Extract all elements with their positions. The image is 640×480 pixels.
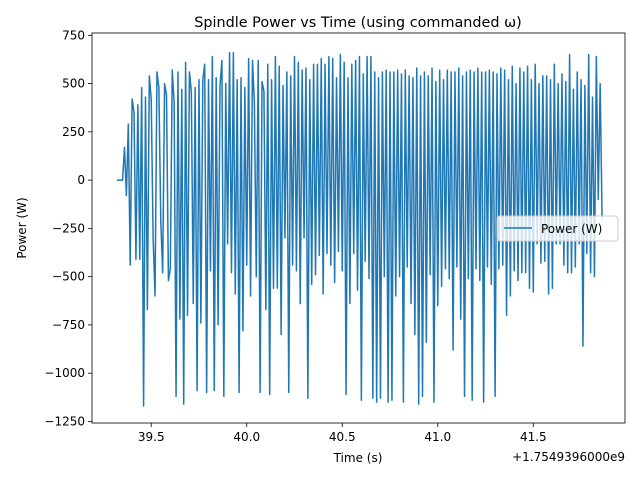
- y-tick-label: −1250: [44, 414, 85, 428]
- x-tick-label: 39.5: [138, 430, 165, 444]
- legend-label: Power (W): [541, 222, 602, 236]
- x-tick-label: 41.5: [520, 430, 547, 444]
- x-axis-label: Time (s): [333, 451, 383, 465]
- chart-title: Spindle Power vs Time (using commanded ω…: [194, 15, 522, 31]
- y-axis-label: Power (W): [15, 197, 29, 258]
- y-tick-label: 250: [62, 125, 85, 139]
- y-tick-label: 500: [62, 77, 85, 91]
- y-tick-label: 750: [62, 28, 85, 42]
- legend-box: [496, 215, 619, 242]
- legend: Power (W): [496, 215, 619, 242]
- y-tick-label: −500: [52, 270, 85, 284]
- x-tick-label: 40.0: [233, 430, 260, 444]
- x-tick-label: 40.5: [329, 430, 356, 444]
- y-tick-label: 0: [77, 173, 85, 187]
- x-axis-offset-label: +1.7549396000e9: [512, 450, 625, 464]
- x-tick-label: 41.0: [424, 430, 451, 444]
- y-tick-label: −750: [52, 318, 85, 332]
- y-tick-label: −250: [52, 221, 85, 235]
- y-tick-label: −1000: [44, 366, 85, 380]
